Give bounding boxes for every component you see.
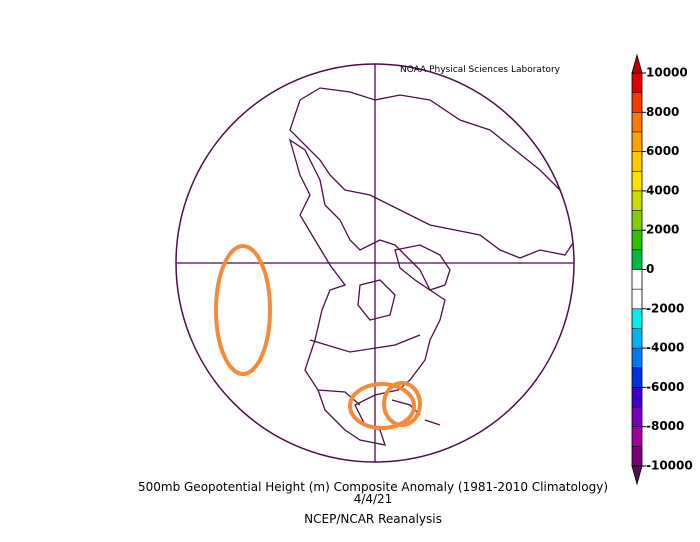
color-segment <box>632 407 642 427</box>
color-segment <box>632 387 642 408</box>
tick-label: 2000 <box>646 223 679 237</box>
arrow-top <box>631 53 643 74</box>
tick-label: 8000 <box>646 105 679 119</box>
color-segment <box>632 92 642 113</box>
caribbean <box>391 399 441 426</box>
tick-label: -2000 <box>646 301 684 315</box>
color-segment <box>632 131 642 152</box>
color-segment <box>632 73 642 93</box>
color-segment <box>632 249 642 270</box>
hudson-bay <box>357 279 396 321</box>
arrow-bottom <box>631 465 643 486</box>
color-segment <box>632 190 642 211</box>
color-segment <box>632 112 642 133</box>
color-segment <box>632 308 642 329</box>
caption-dataset: NCEP/NCAR Reanalysis <box>304 512 442 526</box>
tick-label: 0 <box>646 262 654 276</box>
tick-label: -4000 <box>646 341 684 355</box>
caption-date: 4/4/21 <box>354 492 393 506</box>
tick-label: 6000 <box>646 144 679 158</box>
color-segment <box>632 426 642 447</box>
color-segment <box>632 210 642 231</box>
tick-label: -8000 <box>646 419 684 433</box>
color-segment <box>632 348 642 369</box>
caption-title: 500mb Geopotential Height (m) Composite … <box>138 480 608 494</box>
tick-label: 4000 <box>646 183 679 197</box>
coastlines <box>176 64 574 462</box>
color-segment <box>632 289 642 310</box>
color-segment <box>632 367 642 388</box>
tick-label: 10000 <box>646 66 688 80</box>
annotations <box>214 244 422 430</box>
map: NOAA Physical Sciences Laboratory <box>175 63 575 463</box>
highlight-ellipse <box>348 382 416 430</box>
eurasia <box>289 87 574 259</box>
color-segment <box>632 446 642 467</box>
color-segment <box>632 171 642 192</box>
tick-label: -10000 <box>646 459 693 473</box>
highlight-ellipse <box>382 381 422 427</box>
colorbar: 10000 8000 6000 4000 2000 0 -2000 -4000 -6000 -80… <box>631 53 693 486</box>
north-america <box>288 138 446 446</box>
greenland <box>394 244 451 291</box>
color-segment <box>632 269 642 290</box>
color-segment <box>632 328 642 349</box>
color-segment <box>632 151 642 172</box>
color-segment <box>632 230 642 251</box>
canada-border <box>309 334 421 353</box>
us-mexico-border <box>317 389 361 406</box>
tick-label: -6000 <box>646 380 684 394</box>
highlight-ellipse <box>214 244 272 376</box>
source-label: NOAA Physical Sciences Laboratory <box>400 65 561 75</box>
